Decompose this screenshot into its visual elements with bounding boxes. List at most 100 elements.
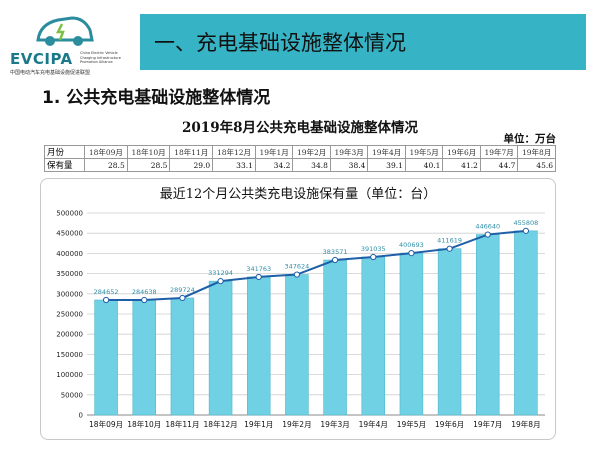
bar [208, 280, 233, 416]
value-cell: 28.5 [84, 158, 128, 172]
data-label: 455808 [514, 219, 539, 227]
data-label: 411619 [437, 237, 462, 245]
trend-point [141, 296, 148, 304]
data-label: 383571 [323, 248, 348, 256]
month-cell: 18年10月 [126, 145, 171, 159]
month-cell: 19年7月 [479, 145, 519, 159]
x-tick-label: 19年4月 [359, 419, 388, 429]
row-label-month: 月份 [44, 145, 85, 159]
evcipa-logo: EVCIPA China Electric Vehicle Charging I… [8, 10, 136, 76]
month-cell: 18年09月 [84, 145, 128, 159]
table-unit-label: 单位：万台 [503, 133, 557, 145]
y-tick-label: 450000 [56, 230, 83, 238]
value-cell: 45.6 [517, 158, 556, 172]
bar [132, 299, 157, 416]
trend-point [217, 278, 224, 285]
data-label: 331294 [208, 269, 233, 277]
chart-frame: 最近12个月公共类充电设施保有量（单位：台） 0 50000 100000 15000… [40, 178, 556, 440]
bar [94, 299, 118, 416]
page-title: 一、充电基础设施整体情况 [154, 31, 406, 55]
value-cell: 34.2 [254, 158, 294, 172]
bar [323, 259, 347, 416]
data-label: 289724 [170, 286, 195, 294]
trend-point [522, 227, 530, 234]
value-cell: 28.5 [126, 158, 171, 172]
value-cell: 38.4 [329, 158, 369, 172]
x-tick-label: 18年12月 [204, 419, 238, 429]
table-row-months: 月份 18年09月 18年10月 18年11月 18年12月 19年1月 19年… [44, 145, 556, 159]
data-label: 341763 [246, 265, 271, 273]
month-cell: 19年1月 [254, 145, 294, 159]
data-label: 446640 [475, 223, 500, 231]
month-cell: 18年11月 [169, 145, 214, 159]
bar-chart: 0 50000 100000 150000 200000 250000 300000 3500… [56, 210, 545, 429]
trend-point [484, 231, 491, 238]
y-tick-label: 250000 [56, 311, 83, 319]
bar [399, 252, 424, 416]
x-tick-label: 18年09月 [89, 419, 123, 429]
data-label: 347624 [285, 263, 310, 271]
value-cell: 29.0 [169, 158, 214, 172]
bar [170, 297, 195, 416]
x-tick-label: 18年11月 [165, 419, 199, 429]
y-tick-label: 200000 [56, 331, 83, 339]
value-cell: 34.8 [292, 158, 331, 172]
bar [247, 276, 271, 416]
trend-line [106, 229, 527, 302]
value-cell: 40.1 [404, 158, 444, 172]
data-label: 391035 [361, 245, 386, 253]
trend-point [446, 245, 453, 252]
y-tick-label: 50000 [61, 391, 83, 399]
table-row-values: 保有量 28.5 28.5 29.0 33.1 34.2 34.8 38.4 3… [44, 158, 556, 172]
x-tick-label: 19年8月 [511, 419, 540, 429]
data-label: 284638 [132, 288, 157, 296]
value-cell: 44.7 [479, 158, 519, 172]
x-tick-label: 19年5月 [397, 419, 426, 429]
trend-point [179, 294, 186, 302]
trend-point [331, 256, 339, 264]
data-table: 月份 18年09月 18年10月 18年11月 18年12月 19年1月 19年… [44, 145, 556, 172]
value-cell: 33.1 [212, 158, 256, 172]
month-cell: 19年6月 [442, 145, 481, 159]
table-title: 2019年8月公共充电基础设施整体情况 [182, 120, 418, 136]
y-tick-label: 350000 [56, 270, 83, 278]
x-tick-label: 19年1月 [244, 419, 273, 429]
title-bar: 一、充电基础设施整体情况 [140, 14, 586, 70]
x-tick-label: 18年10月 [127, 419, 161, 429]
trend-point [370, 253, 377, 261]
data-label: 400693 [399, 241, 424, 249]
ev-car-plug-icon [36, 16, 94, 46]
y-tick-label: 400000 [56, 250, 83, 258]
x-tick-label: 19年6月 [435, 419, 464, 429]
value-cell: 41.2 [442, 158, 481, 172]
trend-point [293, 271, 301, 278]
value-cell: 39.1 [367, 158, 406, 172]
bar [361, 256, 385, 416]
month-cell: 19年4月 [367, 145, 406, 159]
bar [437, 248, 462, 416]
trend-point [255, 273, 262, 281]
logo-chinese-name: 中国电动汽车充电基础设施促进联盟 [10, 70, 91, 76]
y-tick-label: 500000 [56, 210, 83, 218]
y-tick-label: 150000 [56, 351, 83, 359]
trend-point [408, 250, 415, 257]
logo-english-name: China Electric Vehicle Charging Infrastr… [80, 51, 121, 64]
bar [285, 274, 309, 416]
month-cell: 19年2月 [292, 145, 331, 159]
y-tick-label: 0 [79, 412, 83, 420]
chart-title: 最近12个月公共类充电设施保有量（单位：台） [159, 187, 437, 202]
logo-wordmark: EVCIPA [10, 50, 73, 68]
month-cell: 19年5月 [404, 145, 444, 159]
y-tick-label: 300000 [56, 290, 83, 298]
x-tick-label: 19年3月 [320, 419, 349, 429]
trend-point [102, 296, 110, 304]
data-label: 284652 [94, 288, 119, 296]
month-cell: 19年8月 [517, 145, 556, 159]
row-label-value: 保有量 [44, 158, 85, 172]
y-tick-label: 100000 [56, 371, 83, 379]
section-heading: 1. 公共充电基础设施整体情况 [42, 88, 271, 108]
bar [514, 230, 538, 416]
x-tick-label: 19年2月 [282, 419, 311, 429]
month-cell: 19年3月 [329, 145, 369, 159]
x-tick-label: 19年7月 [473, 419, 502, 429]
